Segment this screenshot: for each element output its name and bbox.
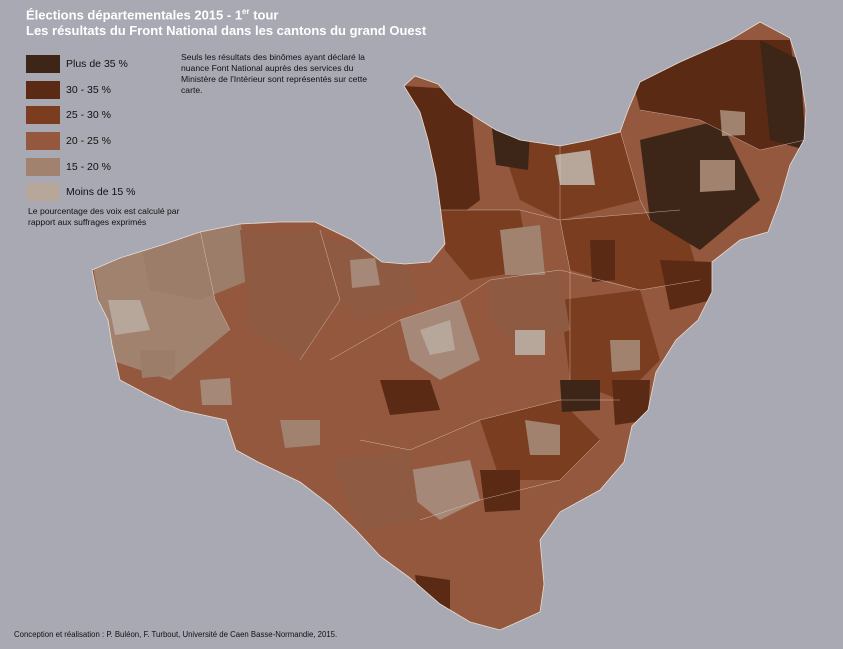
canton-alencon — [590, 240, 615, 282]
legend-label: 15 - 20 % — [66, 160, 111, 173]
canton-sarthe — [560, 290, 660, 400]
canton-bayeux — [492, 128, 530, 170]
legend-label: Plus de 35 % — [66, 57, 128, 70]
calculation-note: Le pourcentage des voix est calculé par … — [28, 206, 180, 227]
legend-swatch — [26, 54, 60, 73]
canton-lorient — [200, 378, 232, 405]
canton-perche — [660, 260, 712, 310]
legend-swatch — [26, 183, 60, 202]
canton-sarthe-east — [612, 380, 650, 425]
legend-label: 20 - 25 % — [66, 134, 111, 147]
map-title: Élections départementales 2015 - 1er tou… — [26, 4, 426, 39]
canton-mayenne-laval — [515, 330, 545, 355]
legend-item: 15 - 20 % — [26, 154, 135, 180]
canton-boundaries — [199, 109, 806, 521]
canton-quimper — [140, 350, 175, 378]
canton-ille-vilaine-north — [380, 380, 440, 415]
canton-pays-de-caux-east — [760, 40, 806, 150]
canton-rennes-core — [420, 320, 455, 355]
canton-brittany-center — [240, 230, 340, 360]
legend: Plus de 35 % 30 - 35 % 25 - 30 % 20 - 25… — [26, 51, 135, 205]
canton-cholet — [480, 470, 520, 512]
canton-st-lo — [500, 225, 545, 275]
canton-angers — [525, 420, 560, 455]
data-source-note: Seuls les résultats des binômes ayant dé… — [181, 52, 368, 95]
legend-item: Moins de 15 % — [26, 179, 135, 205]
legend-label: Moins de 15 % — [66, 186, 136, 199]
canton-mayenne — [490, 270, 570, 350]
legend-item: 20 - 25 % — [26, 128, 135, 154]
legend-item: 25 - 30 % — [26, 102, 135, 128]
canton-morbihan — [230, 360, 360, 450]
legend-swatch — [26, 157, 60, 176]
canton-rouen — [720, 110, 745, 136]
canton-manche — [404, 86, 480, 230]
canton-vendee-south — [415, 575, 450, 615]
legend-swatch — [26, 106, 60, 125]
canton-saumur — [560, 380, 600, 412]
title-line2: Les résultats du Front National dans les… — [26, 23, 427, 39]
legend-item: Plus de 35 % — [26, 51, 135, 77]
canton-loire-atlantique — [330, 450, 420, 530]
legend-item: 30 - 35 % — [26, 77, 135, 103]
canton-vannes — [280, 420, 320, 448]
canton-caen — [555, 150, 595, 185]
legend-label: 25 - 30 % — [66, 109, 111, 122]
title-ordinal-sup: er — [242, 7, 250, 16]
canton-polygons — [92, 22, 806, 630]
legend-swatch — [26, 80, 60, 99]
canton-brest — [108, 300, 150, 335]
legend-label: 30 - 35 % — [66, 83, 111, 96]
canton-saint-brieuc — [350, 258, 380, 288]
title-line1-text: Élections départementales 2015 - 1 — [26, 7, 243, 23]
canton-nantes — [410, 460, 480, 520]
canton-evreux — [700, 160, 735, 192]
canton-le-mans — [610, 340, 640, 372]
legend-swatch — [26, 131, 60, 150]
title-line1: Élections départementales 2015 - 1er tou… — [26, 4, 426, 23]
canton-seine-maritime — [630, 40, 805, 150]
land-outline — [91, 21, 807, 631]
title-line1-suffix: tour — [249, 7, 279, 23]
credit-line: Conception et réalisation : P. Buléon, F… — [14, 630, 338, 639]
